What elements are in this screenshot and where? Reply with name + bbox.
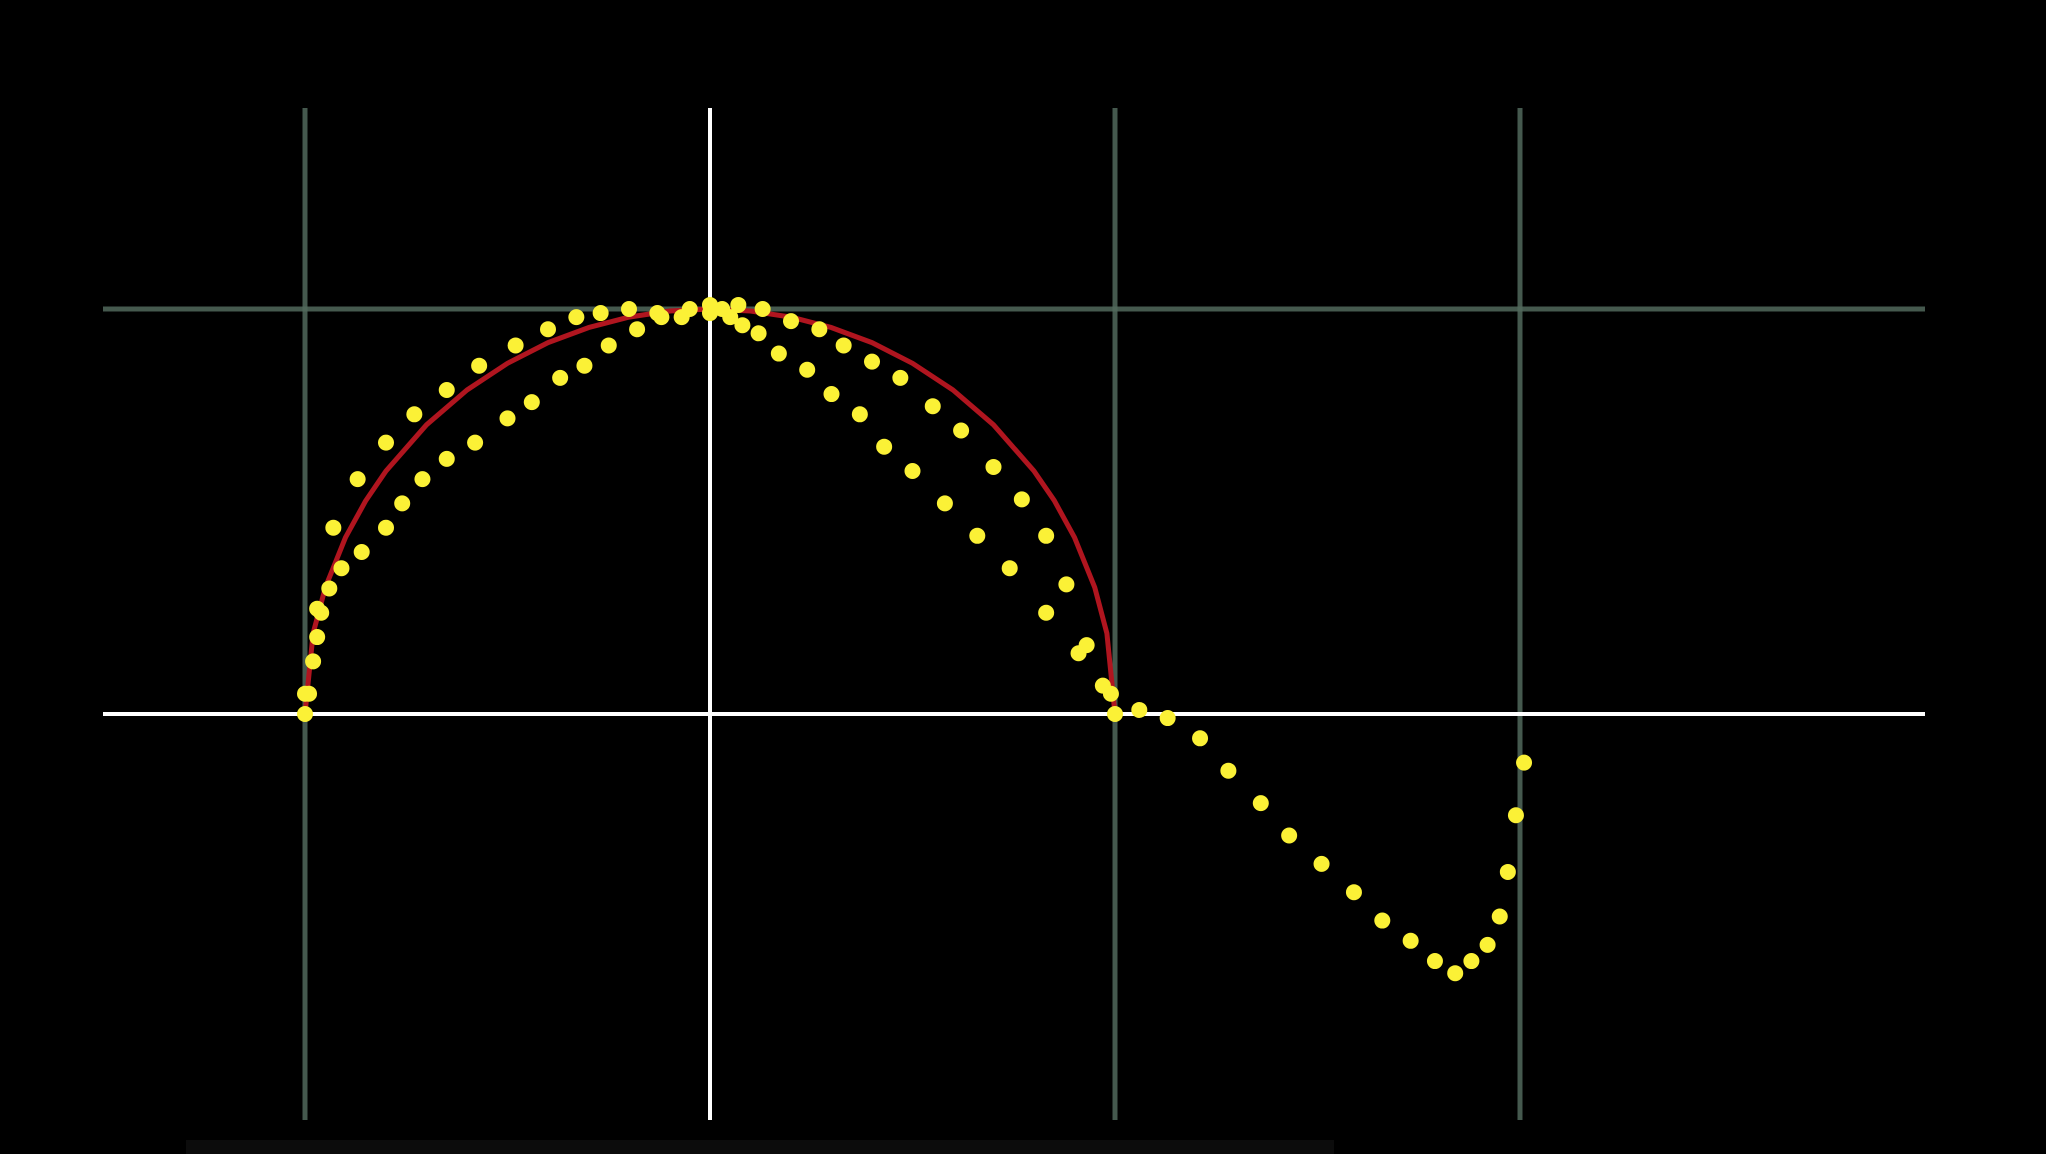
- data-point-s1-9: [394, 495, 411, 512]
- data-point-s0-26: [1013, 491, 1030, 508]
- data-point-s1-5: [321, 580, 338, 597]
- data-point-s1-54: [1507, 807, 1524, 824]
- data-point-s1-40: [1192, 730, 1209, 747]
- data-point-s1-32: [936, 495, 953, 512]
- data-point-s1-44: [1313, 855, 1330, 872]
- data-point-s1-10: [414, 471, 431, 488]
- data-point-s0-28: [1058, 576, 1075, 593]
- data-point-s1-31: [904, 463, 921, 479]
- data-point-s1-20: [681, 301, 698, 317]
- data-point-s0-19: [811, 321, 828, 338]
- data-point-s1-11: [438, 450, 455, 467]
- data-point-s1-18: [629, 321, 646, 338]
- data-point-s1-6: [333, 560, 350, 577]
- data-point-s1-17: [600, 337, 617, 354]
- data-point-s0-5: [406, 406, 423, 423]
- data-point-s1-13: [499, 410, 516, 427]
- data-point-s1-52: [1491, 908, 1508, 925]
- data-point-s1-1: [301, 685, 318, 702]
- data-point-s1-55: [1516, 754, 1533, 771]
- data-point-s1-53: [1499, 863, 1516, 880]
- data-point-s0-6: [438, 382, 455, 398]
- data-point-s0-24: [953, 422, 970, 439]
- data-point-s1-39: [1159, 710, 1176, 727]
- data-point-s0-18: [783, 313, 799, 330]
- data-point-s0-9: [540, 321, 556, 338]
- data-point-s1-35: [1038, 604, 1055, 621]
- data-point-s1-4: [313, 604, 330, 621]
- data-point-s0-7: [471, 357, 488, 374]
- data-point-s0-8: [507, 337, 524, 354]
- data-point-s1-28: [823, 386, 840, 403]
- data-point-s1-34: [1001, 560, 1018, 577]
- data-point-s0-21: [864, 353, 880, 370]
- data-point-s1-24: [734, 317, 751, 334]
- data-point-s1-26: [770, 345, 787, 362]
- grid-layer: [103, 108, 1925, 1120]
- data-point-s1-33: [969, 527, 986, 544]
- data-point-s1-0: [297, 706, 313, 722]
- data-point-s0-22: [892, 369, 909, 386]
- data-point-s1-48: [1426, 953, 1443, 970]
- data-point-s1-37: [1102, 685, 1119, 702]
- data-point-s1-38: [1131, 701, 1148, 718]
- data-point-s0-3: [349, 471, 366, 488]
- data-point-s1-19: [653, 309, 670, 326]
- data-point-s1-3: [309, 629, 326, 646]
- data-point-s1-36: [1070, 645, 1087, 662]
- data-point-s1-25: [750, 325, 767, 342]
- data-point-s1-50: [1463, 953, 1480, 970]
- data-point-s0-23: [924, 398, 941, 415]
- data-point-s1-12: [467, 434, 484, 451]
- data-point-s1-2: [305, 653, 322, 670]
- data-point-s1-49: [1447, 965, 1464, 982]
- data-point-s0-20: [835, 337, 852, 354]
- point-layer: [297, 296, 1533, 982]
- data-point-s1-43: [1281, 827, 1298, 844]
- data-point-s0-11: [592, 305, 609, 322]
- data-point-s0-25: [985, 458, 1002, 475]
- axis-layer: [103, 108, 1925, 1120]
- data-point-s0-12: [621, 301, 637, 317]
- data-point-s1-8: [378, 519, 394, 536]
- data-point-s1-41: [1220, 762, 1237, 779]
- data-point-s1-27: [799, 361, 816, 378]
- data-point-s1-51: [1479, 936, 1496, 953]
- data-point-s0-10: [568, 309, 585, 326]
- data-point-s1-29: [851, 406, 868, 423]
- data-point-s1-30: [876, 438, 893, 455]
- data-point-s0-31: [1107, 706, 1123, 722]
- data-point-s1-42: [1252, 795, 1269, 812]
- data-point-s1-45: [1345, 884, 1362, 901]
- data-point-s0-4: [378, 434, 394, 451]
- data-point-s1-14: [523, 394, 540, 411]
- bottom-strip: [186, 1140, 1334, 1154]
- data-point-s1-23: [722, 309, 739, 326]
- data-point-s0-27: [1038, 527, 1055, 544]
- data-point-s0-2: [325, 519, 342, 536]
- data-point-s0-17: [754, 301, 771, 317]
- data-point-s1-7: [353, 544, 370, 560]
- data-point-s1-46: [1374, 912, 1391, 929]
- data-point-s1-16: [576, 357, 593, 374]
- data-point-s1-47: [1402, 932, 1419, 949]
- data-point-s1-15: [552, 369, 569, 386]
- data-point-s0-16: [730, 296, 747, 313]
- data-point-s1-21: [702, 296, 718, 313]
